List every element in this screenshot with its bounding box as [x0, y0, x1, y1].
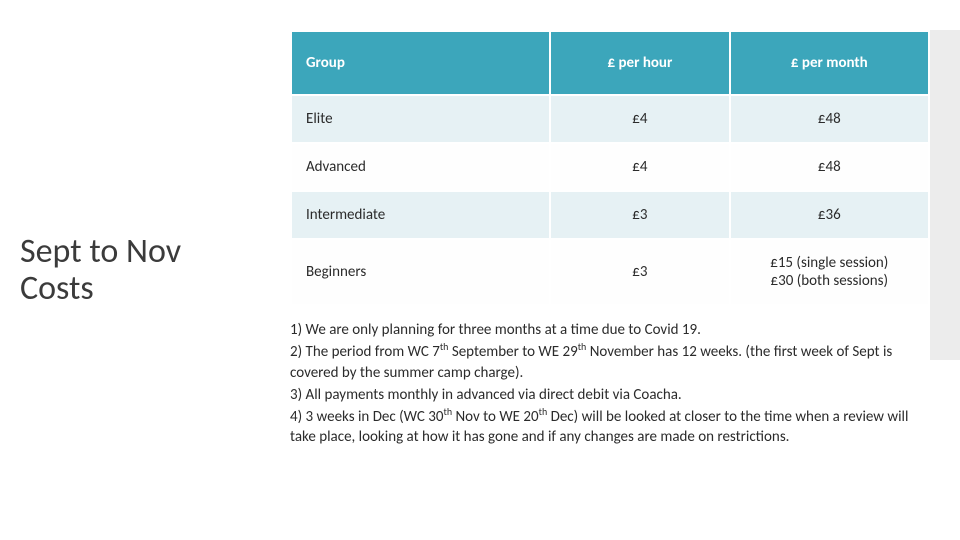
cell-per-month: £48 [730, 143, 929, 191]
notes-block: 1) We are only planning for three months… [290, 320, 930, 448]
costs-table: Group £ per hour £ per month Elite£4£48A… [290, 30, 930, 306]
table-header-row: Group £ per hour £ per month [291, 31, 929, 95]
note-line: 1) We are only planning for three months… [290, 320, 930, 340]
cell-per-hour: £4 [550, 95, 729, 143]
table-row: Intermediate£3£36 [291, 191, 929, 239]
cell-group: Elite [291, 95, 550, 143]
table-row: Beginners£3£15 (single session)£30 (both… [291, 239, 929, 305]
col-header-group: Group [291, 31, 550, 95]
main-content: Group £ per hour £ per month Elite£4£48A… [280, 0, 960, 540]
table-row: Advanced£4£48 [291, 143, 929, 191]
title-sidebar: Sept to Nov Costs [0, 0, 280, 540]
rail-seg [930, 0, 960, 30]
title-line-1: Sept to Nov [20, 231, 181, 272]
cell-per-month: £36 [730, 191, 929, 239]
title-line-2: Costs [20, 268, 94, 309]
note-line: 3) All payments monthly in advanced via … [290, 385, 930, 405]
rail-seg [930, 30, 960, 360]
cell-per-month: £15 (single session)£30 (both sessions) [730, 239, 929, 305]
cell-per-hour: £3 [550, 239, 729, 305]
cell-per-hour: £3 [550, 191, 729, 239]
col-header-per-hour: £ per hour [550, 31, 729, 95]
note-line: 4) 3 weeks in Dec (WC 30th Nov to WE 20t… [290, 407, 930, 448]
rail-seg [930, 360, 960, 540]
note-line: 2) The period from WC 7th September to W… [290, 342, 930, 383]
col-header-per-month: £ per month [730, 31, 929, 95]
cell-group: Advanced [291, 143, 550, 191]
table-body: Elite£4£48Advanced£4£48Intermediate£3£36… [291, 95, 929, 305]
cell-group: Beginners [291, 239, 550, 305]
cell-group: Intermediate [291, 191, 550, 239]
decorative-rail [930, 0, 960, 540]
cell-per-month: £48 [730, 95, 929, 143]
cell-per-hour: £4 [550, 143, 729, 191]
page-title: Sept to Nov Costs [20, 233, 181, 308]
table-row: Elite£4£48 [291, 95, 929, 143]
